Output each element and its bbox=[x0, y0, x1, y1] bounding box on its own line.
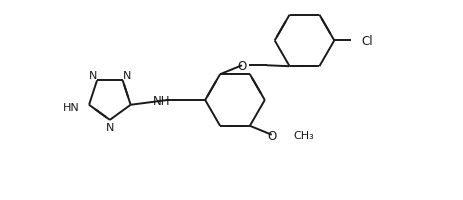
Text: O: O bbox=[237, 60, 246, 73]
Text: HN: HN bbox=[63, 103, 79, 113]
Text: Cl: Cl bbox=[360, 35, 372, 48]
Text: N: N bbox=[88, 71, 97, 81]
Text: O: O bbox=[267, 130, 276, 143]
Text: NH: NH bbox=[152, 95, 170, 108]
Text: CH₃: CH₃ bbox=[293, 131, 313, 141]
Text: N: N bbox=[122, 71, 131, 81]
Text: N: N bbox=[106, 123, 114, 133]
